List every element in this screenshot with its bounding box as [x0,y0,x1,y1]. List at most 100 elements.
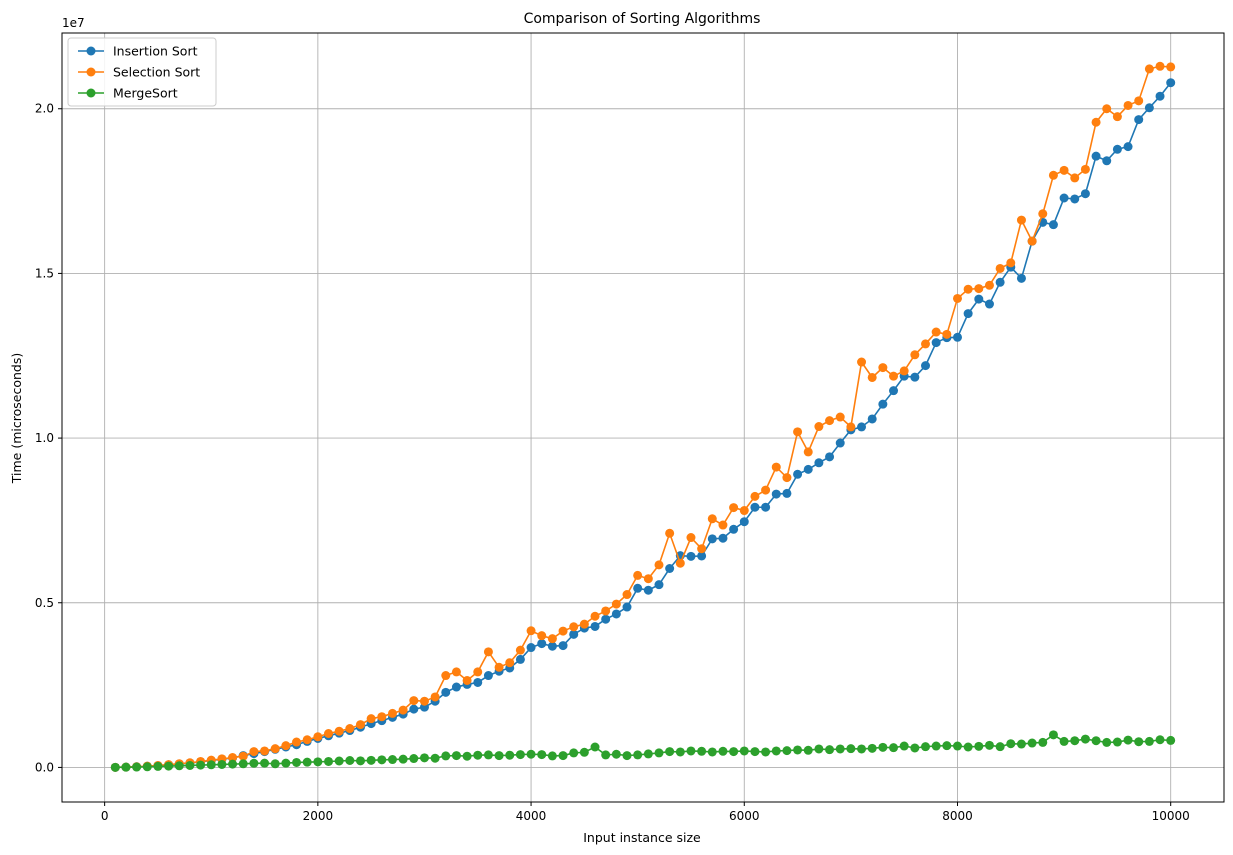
data-point-selection-sort [867,372,877,382]
data-point-mergesort [793,745,803,755]
data-point-insertion-sort [1144,103,1154,113]
data-point-selection-sort [1048,170,1058,180]
data-point-selection-sort [345,724,355,734]
data-point-selection-sort [483,647,493,657]
data-point-mergesort [121,762,131,772]
data-point-insertion-sort [1016,273,1026,283]
data-point-selection-sort [825,416,835,426]
data-point-selection-sort [494,662,504,672]
data-point-selection-sort [366,714,376,724]
y-tick-label: 0.0 [35,760,54,774]
data-point-selection-sort [462,675,472,685]
data-point-mergesort [292,757,302,767]
data-point-mergesort [761,747,771,757]
data-point-insertion-sort [782,488,792,498]
data-point-insertion-sort [984,299,994,309]
data-point-selection-sort [1091,117,1101,127]
data-point-mergesort [622,751,632,761]
data-point-mergesort [974,741,984,751]
y-tick-label: 1.5 [35,266,54,280]
x-tick-label: 8000 [942,809,973,823]
data-point-mergesort [430,753,440,763]
data-point-insertion-sort [761,502,771,512]
data-point-insertion-sort [633,583,643,593]
data-point-insertion-sort [622,602,632,612]
data-point-mergesort [857,744,867,754]
data-point-selection-sort [505,658,515,668]
data-point-mergesort [579,747,589,757]
data-point-mergesort [1112,737,1122,747]
x-tick-label: 10000 [1152,809,1190,823]
data-point-selection-sort [782,473,792,483]
data-point-mergesort [697,746,707,756]
data-point-insertion-sort [590,621,600,631]
data-point-mergesort [569,748,579,758]
data-point-selection-sort [793,427,803,437]
data-point-selection-sort [633,570,643,580]
data-point-mergesort [494,751,504,761]
data-point-mergesort [174,761,184,771]
data-point-selection-sort [995,263,1005,273]
data-point-insertion-sort [1091,151,1101,161]
data-point-selection-sort [697,544,707,554]
data-point-mergesort [558,751,568,761]
data-point-mergesort [846,744,856,754]
data-point-insertion-sort [537,639,547,649]
data-point-selection-sort [1006,258,1016,268]
data-point-mergesort [1027,738,1037,748]
axis-ticks: 0 2000 4000 6000 8000 10000 0.0 0.5 1.0 1.5 2.0 [35,102,1190,823]
data-point-selection-sort [814,422,824,432]
data-point-insertion-sort [1059,193,1069,203]
data-point-mergesort [952,741,962,751]
data-point-selection-sort [270,744,280,754]
data-point-selection-sort [1102,104,1112,114]
data-point-insertion-sort [441,687,451,697]
data-point-mergesort [1006,739,1016,749]
data-point-insertion-sort [547,641,557,651]
data-point-insertion-sort [483,671,493,681]
data-point-insertion-sort [718,533,728,543]
data-point-selection-sort [558,626,568,636]
data-point-selection-sort [409,696,419,706]
data-point-mergesort [132,762,142,772]
data-point-selection-sort [878,363,888,373]
data-point-insertion-sort [665,564,675,574]
y-tick-label: 0.5 [35,596,54,610]
data-point-mergesort [675,747,685,757]
data-point-insertion-sort [707,534,717,544]
data-point-insertion-sort [526,643,536,653]
data-point-selection-sort [601,606,611,616]
legend-marker [86,67,96,77]
data-point-selection-sort [665,528,675,538]
data-point-insertion-sort [473,677,483,687]
series-mergesort [110,730,1176,772]
data-point-selection-sort [419,696,429,706]
legend-label: Insertion Sort [113,44,198,59]
data-point-selection-sort [473,667,483,677]
data-point-mergesort [302,757,312,767]
data-point-mergesort [377,755,387,765]
data-point-selection-sort [611,599,621,609]
data-point-insertion-sort [825,452,835,462]
data-point-mergesort [611,749,621,759]
data-point-insertion-sort [1112,144,1122,154]
data-point-insertion-sort [451,682,461,692]
data-point-mergesort [409,754,419,764]
data-point-selection-sort [643,574,653,584]
data-point-selection-sort [984,280,994,290]
legend-box [67,37,217,107]
data-point-selection-sort [281,741,291,751]
data-point-mergesort [483,750,493,760]
data-point-selection-sort [515,645,525,655]
data-point-insertion-sort [1123,142,1133,152]
data-point-mergesort [238,759,248,769]
data-point-mergesort [771,746,781,756]
data-point-insertion-sort [654,580,664,590]
x-tick-label: 2000 [303,809,334,823]
data-point-mergesort [718,746,728,756]
data-point-mergesort [825,745,835,755]
data-point-mergesort [526,749,536,759]
data-point-mergesort [313,757,323,767]
data-point-selection-sort [441,671,451,681]
data-point-mergesort [1134,737,1144,747]
